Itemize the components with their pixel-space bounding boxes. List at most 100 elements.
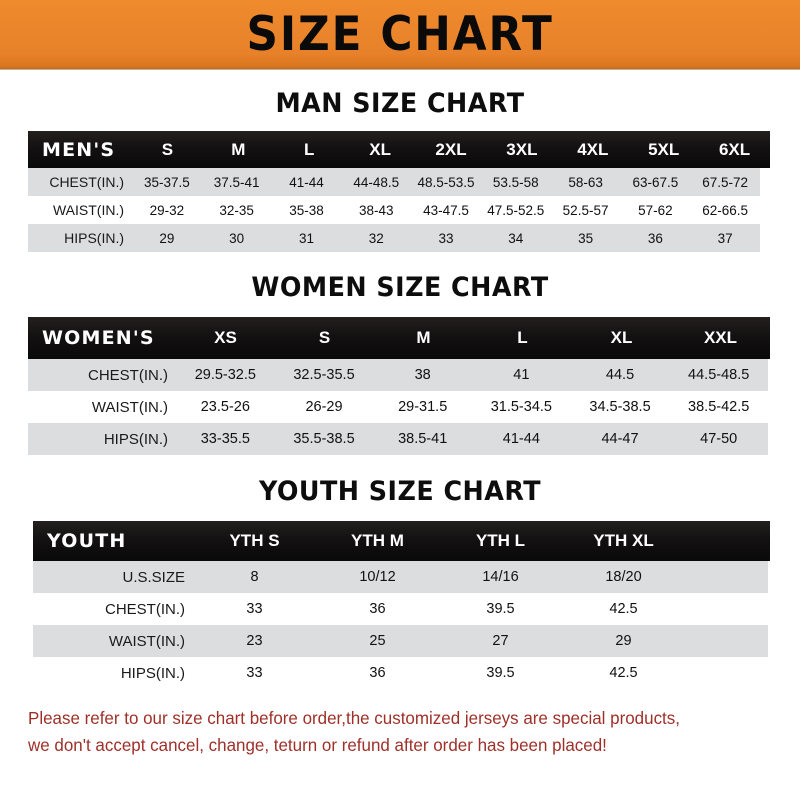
youth-size-column-header: YTH S [229, 531, 280, 550]
table-row: WAIST(IN.) 23.5-26 26-29 29-31.5 31.5-34.5 34… [28, 391, 768, 423]
table-row: CHEST(IN.) 29.5-32.5 32.5-35.5 38 41 44.5 44.5… [28, 359, 768, 391]
measurement-value: 30 [229, 230, 245, 246]
measurement-label: WAIST(IN.) [108, 632, 185, 650]
measurement-value: 39.5 [486, 665, 515, 681]
measurement-label: HIPS(IN.) [64, 230, 124, 246]
measurement-label: WAIST(IN.) [52, 202, 124, 218]
women-header-label: WOMEN'S [42, 327, 155, 349]
measurement-value: 33 [246, 665, 263, 681]
table-row: U.S.SIZE 8 10/12 14/16 18/20 [33, 561, 768, 593]
measurement-value: 62-66.5 [702, 202, 749, 218]
women-size-table: WOMEN'S XS S M L XL XXL CHEST(IN.) 29.5-32.5 32.5… [28, 317, 770, 455]
measurement-value: 33 [438, 230, 454, 246]
table-row: CHEST(IN.) 35-37.5 37.5-41 41-44 44-48.5 48.5… [28, 168, 760, 196]
measurement-value: 38.5-41 [398, 431, 448, 447]
man-size-column-header: 4XL [577, 139, 609, 159]
women-size-column-header: M [416, 328, 431, 347]
measurement-value: 35-38 [289, 202, 324, 218]
measurement-value: 43-47.5 [423, 202, 469, 218]
man-size-column-header: 3XL [506, 139, 538, 159]
measurement-value: 29 [615, 633, 632, 649]
page-title: SIZE CHART [246, 7, 554, 62]
measurement-value: 8 [250, 569, 259, 585]
measurement-value: 53.5-58 [492, 174, 539, 190]
youth-size-column-header: YTH XL [593, 531, 654, 550]
measurement-value: 44-47 [601, 431, 639, 447]
man-header-label: MEN'S [42, 138, 116, 161]
youth-size-table: YOUTH YTH S YTH M YTH L YTH XL U.S.SIZE 8 10/12… [33, 521, 770, 689]
measurement-value: 48.5-53.5 [417, 174, 475, 190]
measurement-value: 10/12 [359, 569, 396, 585]
measurement-value: 63-67.5 [632, 174, 679, 190]
measurement-value: 32.5-35.5 [293, 367, 355, 383]
man-table-header-row: MEN'S S M L XL 2XL 3XL 4XL 5XL 6XL [28, 131, 770, 168]
measurement-value: 38 [414, 367, 431, 383]
measurement-value: 32-35 [219, 202, 254, 218]
size-chart-banner: SIZE CHART [0, 0, 800, 70]
table-row: WAIST(IN.) 29-32 32-35 35-38 38-43 43-47.5 47.… [28, 196, 760, 224]
measurement-value: 29.5-32.5 [194, 367, 256, 383]
measurement-value: 41-44 [289, 174, 324, 190]
measurement-value: 47.5-52.5 [487, 202, 545, 218]
measurement-value: 32 [368, 230, 384, 246]
measurement-value: 23.5-26 [200, 399, 250, 415]
measurement-value: 35-37.5 [143, 174, 190, 190]
measurement-label: CHEST(IN.) [49, 174, 124, 190]
man-section-title: MAN SIZE CHART [275, 88, 525, 119]
measurement-value: 44.5 [605, 367, 635, 383]
measurement-value: 44.5-48.5 [688, 367, 750, 383]
table-row: WAIST(IN.) 23 25 27 29 [33, 625, 768, 657]
measurement-value: 38-43 [358, 202, 394, 218]
measurement-value: 41-44 [502, 431, 540, 447]
measurement-value: 57-62 [638, 202, 673, 218]
man-size-column-header: XL [369, 139, 391, 159]
women-table-header-row: WOMEN'S XS S M L XL XXL [28, 317, 770, 359]
man-size-table: MEN'S S M L XL 2XL 3XL 4XL 5XL 6XL CHEST(IN.) 35-37… [28, 131, 770, 252]
measurement-value: 31 [298, 230, 314, 246]
measurement-value: 29-31.5 [398, 399, 448, 415]
measurement-value: 35.5-38.5 [293, 431, 355, 447]
women-size-column-header: XXL [703, 328, 738, 347]
measurement-value: 35 [578, 230, 594, 246]
measurement-value: 26-29 [305, 399, 343, 415]
measurement-value: 18/20 [605, 569, 642, 585]
measurement-label: HIPS(IN.) [120, 664, 185, 682]
youth-size-column-header: YTH M [351, 531, 404, 550]
measurement-value: 58-63 [568, 174, 603, 190]
man-size-column-header: 6XL [718, 139, 751, 159]
measurement-label: CHEST(IN.) [88, 366, 168, 384]
measurement-value: 34.5-38.5 [589, 399, 651, 415]
measurement-value: 47-50 [700, 431, 738, 447]
man-size-column-header: 2XL [435, 139, 467, 159]
measurement-value: 52.5-57 [562, 202, 609, 218]
man-size-column-header: L [304, 139, 315, 159]
man-size-column-header: S [161, 139, 174, 159]
table-row: HIPS(IN.) 33-35.5 35.5-38.5 38.5-41 41-44 44-… [28, 423, 768, 455]
measurement-value: 33-35.5 [200, 431, 250, 447]
measurement-value: 41 [513, 367, 530, 383]
measurement-value: 38.5-42.5 [688, 399, 750, 415]
women-size-column-header: XS [214, 328, 237, 347]
youth-table-header-row: YOUTH YTH S YTH M YTH L YTH XL [33, 521, 770, 561]
measurement-value: 29 [159, 230, 175, 246]
measurement-value: 42.5 [609, 601, 638, 617]
measurement-value: 31.5-34.5 [490, 399, 552, 415]
measurement-value: 29-32 [149, 202, 185, 218]
measurement-value: 25 [369, 633, 386, 649]
measurement-label: WAIST(IN.) [91, 398, 168, 416]
measurement-value: 36 [647, 230, 663, 246]
table-row: CHEST(IN.) 33 36 39.5 42.5 [33, 593, 768, 625]
order-policy-note: Please refer to our size chart before or… [28, 705, 750, 759]
measurement-value: 37 [717, 230, 733, 246]
women-size-column-header: L [517, 328, 528, 347]
youth-header-label: YOUTH [47, 530, 127, 552]
measurement-value: 27 [492, 633, 509, 649]
man-size-column-header: M [231, 139, 246, 159]
youth-size-column-header: YTH L [475, 531, 526, 550]
measurement-value: 44-48.5 [353, 174, 400, 190]
measurement-value: 37.5-41 [213, 174, 260, 190]
measurement-value: 33 [246, 601, 263, 617]
measurement-label: HIPS(IN.) [103, 430, 168, 448]
measurement-value: 42.5 [609, 665, 638, 681]
measurement-value: 36 [369, 601, 386, 617]
